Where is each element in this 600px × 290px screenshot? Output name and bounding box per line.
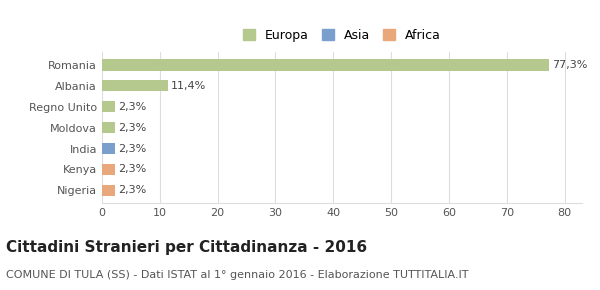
Bar xyxy=(102,164,115,175)
Bar xyxy=(102,80,168,92)
Text: 77,3%: 77,3% xyxy=(552,60,587,70)
Text: 2,3%: 2,3% xyxy=(118,144,146,153)
Text: 2,3%: 2,3% xyxy=(118,185,146,195)
Text: 11,4%: 11,4% xyxy=(171,81,206,91)
Bar xyxy=(102,143,115,154)
Text: 2,3%: 2,3% xyxy=(118,123,146,133)
Bar xyxy=(102,122,115,133)
Text: 2,3%: 2,3% xyxy=(118,164,146,175)
Text: Cittadini Stranieri per Cittadinanza - 2016: Cittadini Stranieri per Cittadinanza - 2… xyxy=(6,240,367,255)
Text: COMUNE DI TULA (SS) - Dati ISTAT al 1° gennaio 2016 - Elaborazione TUTTITALIA.IT: COMUNE DI TULA (SS) - Dati ISTAT al 1° g… xyxy=(6,270,469,280)
Text: 2,3%: 2,3% xyxy=(118,102,146,112)
Bar xyxy=(102,185,115,196)
Bar xyxy=(102,59,549,70)
Bar xyxy=(102,101,115,113)
Legend: Europa, Asia, Africa: Europa, Asia, Africa xyxy=(239,25,445,46)
